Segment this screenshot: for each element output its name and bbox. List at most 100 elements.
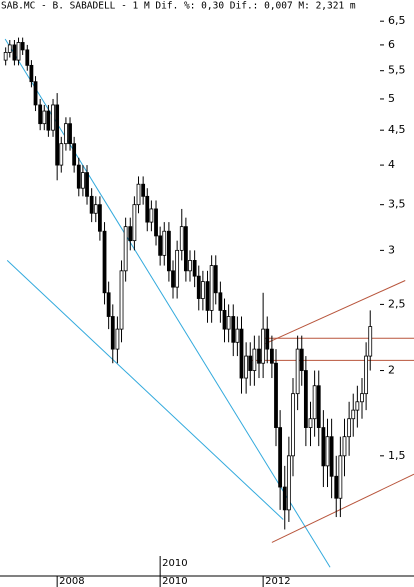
candle-body — [299, 348, 304, 371]
y-tick-label: 3,5 — [388, 198, 406, 211]
candle-body — [312, 385, 317, 420]
candle-body — [347, 418, 352, 438]
candle-body — [7, 44, 12, 53]
candle-body — [145, 195, 150, 223]
candle-body — [196, 275, 201, 299]
candle-body — [89, 195, 94, 214]
candle-body — [278, 427, 283, 488]
candle-body — [115, 328, 120, 350]
candle-body — [200, 281, 205, 299]
candle-body — [231, 316, 236, 343]
candle-body — [3, 52, 8, 61]
candle-body — [93, 204, 98, 214]
candle-body — [295, 348, 300, 395]
candle-body — [205, 281, 210, 311]
candle-body — [244, 355, 249, 379]
candle-body — [110, 316, 115, 350]
trend-line — [6, 260, 284, 520]
x-tick-label: 2008 — [59, 576, 84, 587]
y-tick-label: 5,5 — [388, 64, 406, 77]
candle-body — [222, 309, 227, 330]
candle-body — [175, 249, 180, 288]
candle-body — [364, 355, 369, 395]
candle-body — [248, 355, 253, 371]
candle-body — [355, 401, 360, 411]
y-tick-label: 5 — [388, 92, 395, 105]
candle-body — [334, 475, 339, 499]
candle-body — [106, 292, 111, 317]
candle-body — [85, 172, 89, 197]
candle-body — [29, 64, 34, 83]
candle-body — [286, 455, 291, 511]
candle-body — [325, 436, 330, 467]
candle-body — [321, 427, 326, 467]
candle-body — [351, 409, 356, 420]
candle-body — [171, 270, 175, 288]
candle-body — [72, 143, 77, 166]
candle-body — [154, 208, 158, 237]
trend-line — [271, 473, 414, 543]
candle-body — [123, 226, 128, 272]
candle-body — [188, 260, 192, 272]
candle-body — [274, 362, 278, 428]
candle-body — [51, 104, 55, 131]
candle-body — [59, 143, 64, 166]
candle-body — [166, 230, 171, 272]
candle-body — [308, 418, 313, 428]
candle-body — [102, 230, 107, 294]
candle-body — [226, 316, 231, 330]
candle-body — [46, 110, 51, 131]
candle-body — [132, 204, 137, 242]
candle-body — [16, 42, 21, 61]
candle-body — [38, 104, 43, 125]
y-tick-label: 6 — [388, 38, 395, 51]
x-tick-label: 2012 — [265, 576, 290, 587]
candle-body — [329, 436, 334, 477]
y-tick-label: 2,5 — [388, 297, 406, 310]
candle-body — [342, 436, 347, 457]
candle-body — [76, 164, 81, 189]
y-tick-label: 4,5 — [388, 123, 406, 136]
candle-body — [141, 183, 146, 197]
annotation: 2010 — [162, 558, 187, 569]
chart-title: SAB.MC - B. SABADELL - 1 M Dif. %: 0,30 … — [1, 1, 356, 12]
candle-body — [97, 204, 102, 232]
candle-body — [64, 123, 68, 145]
candle-body — [213, 265, 218, 294]
candle-body — [179, 226, 184, 251]
y-tick-label: 6,5 — [388, 14, 406, 27]
candle-body — [136, 183, 141, 206]
candle-body — [55, 104, 60, 166]
candle-body — [183, 226, 188, 272]
x-tick-label: 2010 — [162, 576, 187, 587]
y-tick-label: 4 — [388, 158, 395, 171]
y-tick-label: 2 — [388, 364, 395, 377]
candle-body — [218, 292, 223, 311]
y-tick-label: 1,5 — [388, 449, 406, 462]
candle-body — [257, 348, 261, 364]
candle-body — [42, 110, 47, 125]
candle-body — [81, 172, 85, 189]
candle-body — [360, 393, 364, 403]
candle-body — [20, 42, 25, 51]
candle-body — [235, 328, 240, 343]
candle-body — [192, 260, 197, 277]
candle-body — [209, 265, 214, 311]
candle-body — [282, 486, 287, 511]
trend-line — [4, 38, 331, 568]
candle-body — [338, 455, 343, 499]
candle-body — [158, 235, 163, 256]
candle-body — [252, 348, 257, 371]
candle-body — [128, 226, 133, 242]
trend-line — [264, 280, 406, 345]
candle-body — [25, 49, 30, 66]
candle-body — [269, 348, 274, 364]
candle-body — [316, 385, 321, 428]
candle-body — [33, 81, 38, 106]
candle-body — [149, 208, 154, 223]
y-tick-label: 3 — [388, 243, 395, 256]
candle-body — [265, 328, 270, 350]
candle-body — [68, 123, 72, 145]
candle-body — [291, 393, 295, 457]
